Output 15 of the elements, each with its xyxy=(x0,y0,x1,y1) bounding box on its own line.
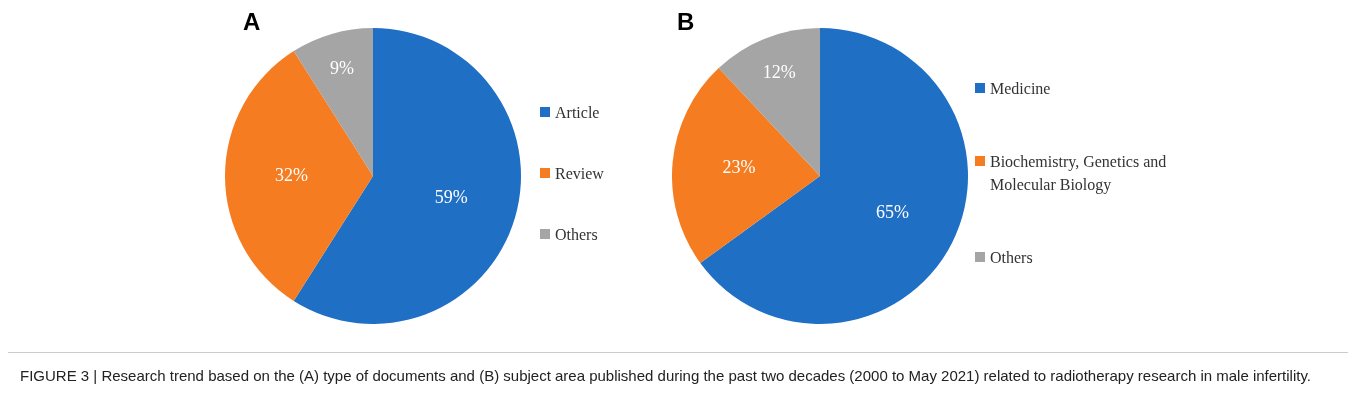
legend-label: Medicine xyxy=(990,79,1051,99)
chart-title: A xyxy=(243,8,261,36)
chart-title: B xyxy=(677,8,695,36)
data-label: 9% xyxy=(330,58,355,79)
legend-label: Article xyxy=(555,102,600,123)
data-label: 12% xyxy=(762,61,796,82)
data-label: 32% xyxy=(275,164,309,185)
caption: FIGURE 3 | Research trend based on the (A) type of documents and (B) subject area published during the past two decades (2000 to May 2021) related to radiotherapy research in male infertility. xyxy=(20,366,1312,386)
data-label: 23% xyxy=(722,157,756,178)
legend-label: Biochemistry, Genetics and Molecular Biology xyxy=(990,152,1168,196)
data-label: 65% xyxy=(876,201,910,222)
data-label: 59% xyxy=(434,187,468,208)
legend-label: Review xyxy=(555,163,604,184)
legend-label: Others xyxy=(555,224,598,245)
legend-label: Others xyxy=(990,248,1033,268)
